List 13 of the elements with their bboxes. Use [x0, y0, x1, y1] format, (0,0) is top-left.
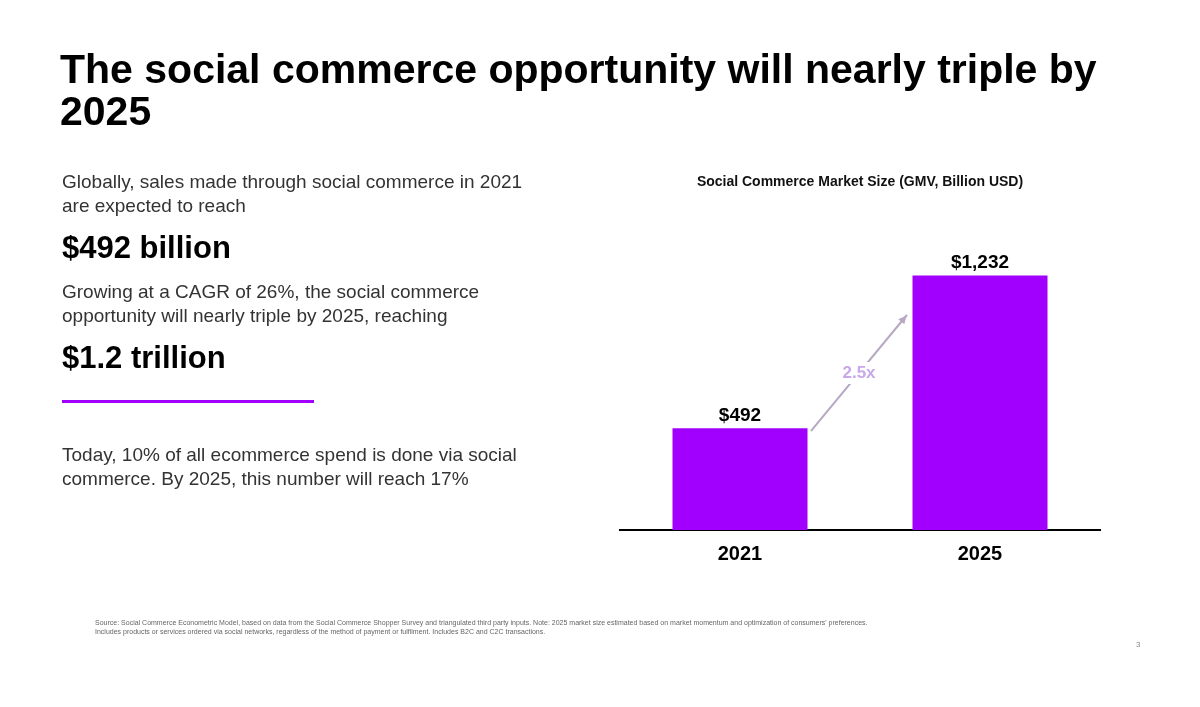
- text: 3: [1136, 640, 1141, 649]
- x-tick-label: 2025: [957, 541, 1003, 564]
- text: Globally, sales made through social commerce in 2021 are expected to reach: [62, 170, 524, 218]
- chart-title: The social commerce opportunity will nearly triple by 2025: [60, 46, 1098, 134]
- x-tick-label: 2021: [717, 541, 763, 564]
- text: $492 billion: [62, 230, 232, 266]
- annotation: 2.5x: [842, 362, 877, 382]
- data-label: $492: [718, 404, 762, 426]
- chart-subtitle: Social Commerce Market Size (GMV, Billion USD): [696, 173, 1024, 190]
- text: $1.2 trillion: [62, 340, 227, 376]
- text: Today, 10% of all ecommerce spend is done via social commerce. By 2025, this number will reach 17%: [62, 443, 518, 491]
- text: Growing at a CAGR of 26%, the social commerce opportunity will nearly triple by 2025, reaching: [62, 280, 481, 328]
- data-label: $1,232: [950, 251, 1010, 273]
